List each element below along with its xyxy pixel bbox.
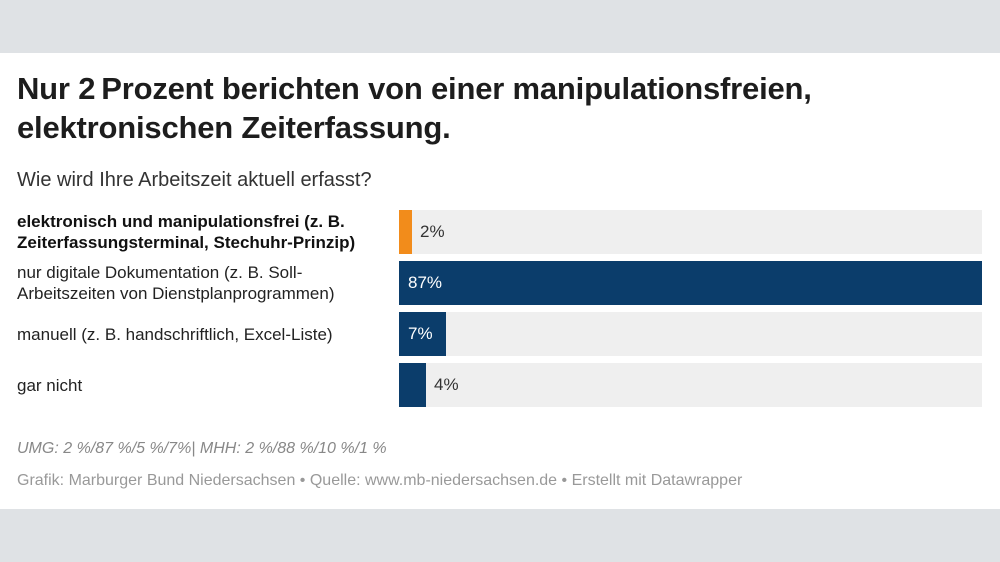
chart-credits: Grafik: Marburger Bund Niedersachsen • Q… — [17, 472, 743, 489]
chart-title: Nur 2 Prozent berichten von einer manipu… — [17, 71, 812, 145]
bar — [399, 261, 982, 305]
value-label: 4% — [434, 375, 459, 394]
category-label: elektronisch und manipulationsfrei (z. B… — [17, 212, 356, 252]
bar-track: 7% — [399, 312, 982, 356]
bar — [399, 210, 412, 254]
bar-row: gar nicht 4% — [0, 363, 1000, 407]
bar-track: 4% — [399, 363, 982, 407]
chart-subtitle: Wie wird Ihre Arbeitszeit aktuell erfass… — [17, 169, 372, 191]
bar — [399, 363, 426, 407]
bar — [399, 312, 446, 356]
bar-row: elektronisch und manipulationsfrei (z. B… — [0, 210, 1000, 254]
value-label: 7% — [408, 324, 433, 343]
bar-track: 87% — [399, 261, 982, 305]
chart-note: UMG: 2 %/87 %/5 %/7%| MHH: 2 %/88 %/10 %… — [17, 440, 387, 457]
chart-card: Nur 2 Prozent berichten von einer manipu… — [0, 53, 1000, 509]
bar-track: 2% — [399, 210, 982, 254]
category-label: nur digitale Dokumentation (z. B. Soll-A… — [17, 263, 335, 303]
bar-row: manuell (z. B. handschriftlich, Excel-Li… — [0, 312, 1000, 356]
bar-row: nur digitale Dokumentation (z. B. Soll-A… — [0, 261, 1000, 305]
category-label: gar nicht — [17, 375, 83, 395]
value-label: 87% — [408, 273, 443, 292]
value-label: 2% — [420, 222, 445, 241]
category-label: manuell (z. B. handschriftlich, Excel-Li… — [17, 324, 333, 344]
